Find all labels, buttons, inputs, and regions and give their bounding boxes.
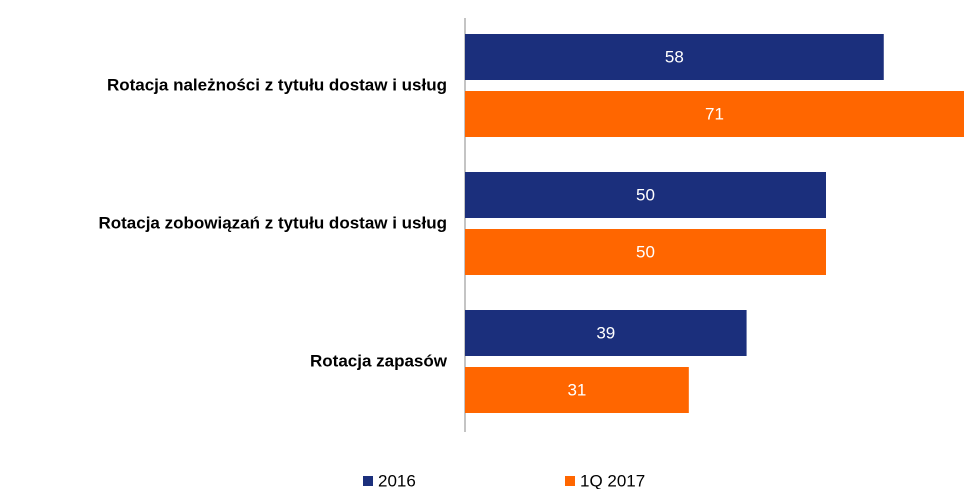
legend-label: 1Q 2017 [580, 471, 645, 489]
value-label: 58 [665, 47, 684, 66]
legend-swatch [363, 476, 373, 486]
value-label: 50 [636, 185, 655, 204]
legend-label: 2016 [378, 471, 416, 489]
legend-swatch [565, 476, 575, 486]
category-label: Rotacja zapasów [310, 351, 448, 370]
bar [465, 310, 747, 356]
bar [465, 91, 964, 137]
value-label: 31 [567, 380, 586, 399]
bar [465, 172, 826, 218]
value-label: 50 [636, 242, 655, 261]
category-label: Rotacja należności z tytułu dostaw i usł… [107, 75, 447, 94]
category-label: Rotacja zobowiązań z tytułu dostaw i usł… [98, 213, 447, 232]
bar [465, 34, 884, 80]
bar [465, 367, 689, 413]
value-label: 39 [596, 323, 615, 342]
value-label: 71 [705, 104, 724, 123]
bar [465, 229, 826, 275]
